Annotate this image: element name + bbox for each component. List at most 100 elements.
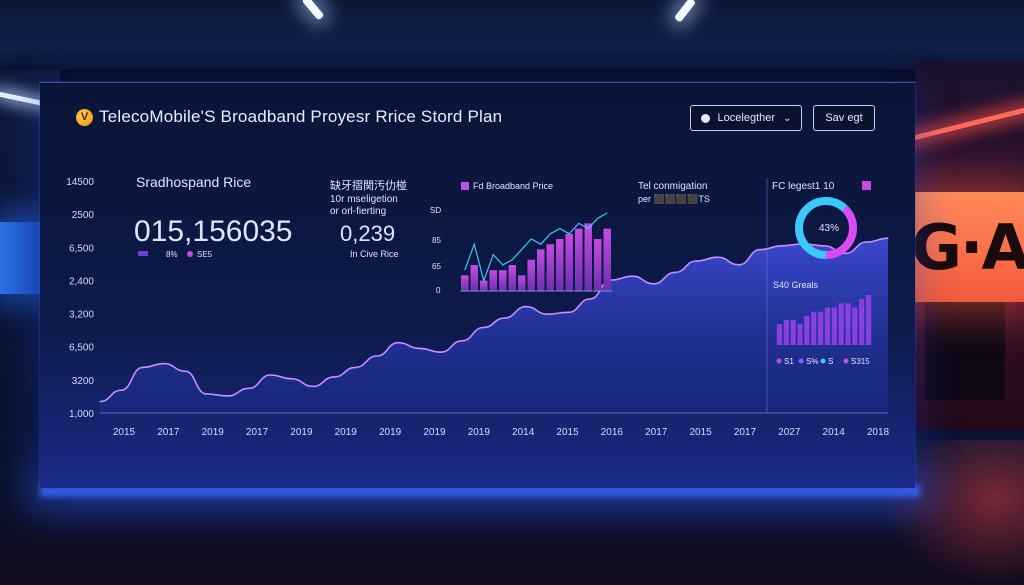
area-point: [248, 387, 250, 390]
area-point: [461, 340, 463, 342]
x-tick-label: 2019: [202, 427, 225, 438]
donut-legend-swatch: [862, 181, 871, 190]
brand-sign-text: G·A: [911, 210, 1024, 284]
floor-glow-strip: [40, 485, 920, 497]
app-title: TelecoMobile'S Broadband Proyesr Rrice S…: [99, 107, 503, 126]
mini-legend-label-1: S1: [784, 357, 794, 366]
kpi2-sub1: 10r mseligetion: [330, 194, 398, 205]
inset-bar: [470, 265, 478, 291]
brand-sign: G·A: [905, 192, 1024, 302]
mini-bar: [845, 303, 851, 345]
area-point: [397, 341, 399, 344]
mini-bar: [804, 315, 810, 345]
mini-bar: [824, 307, 831, 345]
mini-bar: [865, 295, 872, 345]
area-point: [163, 362, 165, 365]
mini-legend-swatch-2: [798, 358, 804, 364]
x-tick-label: 2017: [157, 427, 180, 438]
area-point: [482, 326, 485, 329]
inset-line: [464, 212, 608, 283]
area-point: [823, 245, 825, 247]
x-tick-label: 2018: [867, 427, 890, 438]
area-point: [99, 400, 101, 403]
save-button-label: Sav egt: [825, 112, 863, 124]
area-point: [120, 389, 123, 392]
x-tick-label: 2019: [423, 427, 446, 438]
kpi1-legend-swatch-2: [187, 251, 193, 257]
x-tick-label: 2019: [468, 427, 491, 438]
inset-legend-label: Fd Broadband Price: [473, 181, 553, 191]
area-point: [695, 260, 698, 262]
area-point: [674, 271, 676, 274]
area-fill: [100, 238, 888, 413]
mini-bar: [817, 311, 824, 345]
area-point: [652, 283, 655, 285]
location-select-label: Locelegther: [717, 112, 776, 124]
inset-bar-chart: [460, 212, 612, 292]
x-tick-label: 2015: [689, 427, 712, 438]
mini-bar: [790, 320, 796, 345]
kpi2-value: 0,239: [340, 221, 395, 246]
area-point: [589, 298, 591, 300]
inset-bar: [565, 233, 573, 291]
inset-ylabel-2: 85: [432, 236, 441, 245]
mini-bar: [797, 324, 803, 345]
area-point: [780, 245, 783, 247]
y-tick-label: 1,000: [69, 409, 94, 420]
area-point: [354, 366, 357, 369]
x-tick-label: 2019: [290, 427, 313, 438]
area-point: [844, 252, 847, 255]
area-point: [546, 313, 549, 315]
inset-ylabel-3: 65: [432, 262, 441, 271]
x-tick-label: 2017: [645, 427, 668, 438]
mini-legend-swatch-1: [776, 358, 782, 364]
ceiling: [0, 0, 1024, 70]
x-tick-label: 2017: [734, 427, 757, 438]
area-point: [503, 317, 506, 319]
mini-bars-label: S40 Greals: [773, 280, 819, 290]
kpi1-legend-swatch-1: [138, 251, 148, 256]
inset-bar: [575, 228, 583, 291]
chevron-down-icon: ⌄: [783, 112, 792, 124]
x-tick-label: 2015: [556, 427, 579, 438]
x-tick-label: 2016: [601, 427, 624, 438]
area-point: [333, 376, 336, 378]
inset-legend-swatch: [461, 182, 469, 190]
area-point: [269, 374, 272, 376]
inset-bar: [480, 280, 488, 291]
sign-post: [925, 300, 1005, 400]
mini-bar: [838, 303, 844, 345]
inset-ylabel-1: SD: [430, 206, 441, 215]
x-axis-ticks: 2015 2017 2019 2017 2019 2019 2019 2019 2019 2014…: [113, 427, 890, 438]
y-tick-label: 6,500: [69, 343, 94, 354]
y-axis-ticks: 14500 2500 6,500 2,400 3,200 6,500 3200 1,000: [66, 177, 94, 420]
save-button[interactable]: Sav egt: [813, 105, 875, 131]
x-tick-label: 2015: [113, 427, 136, 438]
donut-slice-rest: [795, 196, 857, 259]
inset-bar: [537, 249, 545, 291]
kpi2-sub2: or orl-fierting: [330, 206, 386, 217]
kpi2-caption: In Cive Rice: [350, 249, 399, 259]
mini-legend-label-2: S%: [806, 357, 818, 366]
inset-bar: [527, 259, 535, 291]
x-tick-label: 2019: [379, 427, 402, 438]
inset-bar: [489, 270, 497, 291]
mini-legend-label-4: S315: [851, 357, 870, 366]
area-point: [226, 395, 229, 397]
kpi1-value: 015,156035: [134, 215, 293, 248]
dashboard-panel: 14500 2500 6,500 2,400 3,200 6,500 3200 1,000 2…: [40, 82, 915, 488]
area-point: [567, 311, 570, 314]
donut-chart: [795, 196, 857, 259]
mini-bar-chart: [776, 295, 872, 345]
x-tick-label: 2019: [335, 427, 358, 438]
inset-ylabel-4: 0: [436, 286, 441, 295]
y-tick-label: 2500: [72, 210, 95, 221]
y-tick-label: 3,200: [69, 310, 94, 321]
inset-bar: [603, 228, 611, 291]
mini-bars-legend: S1 S% S S315: [776, 357, 870, 366]
area-point: [631, 275, 634, 277]
area-line: [99, 237, 889, 403]
mini-bar: [811, 311, 817, 345]
kpi1-legend-label-2: SE5: [197, 250, 213, 259]
location-select[interactable]: Locelegther ⌄: [690, 105, 802, 131]
